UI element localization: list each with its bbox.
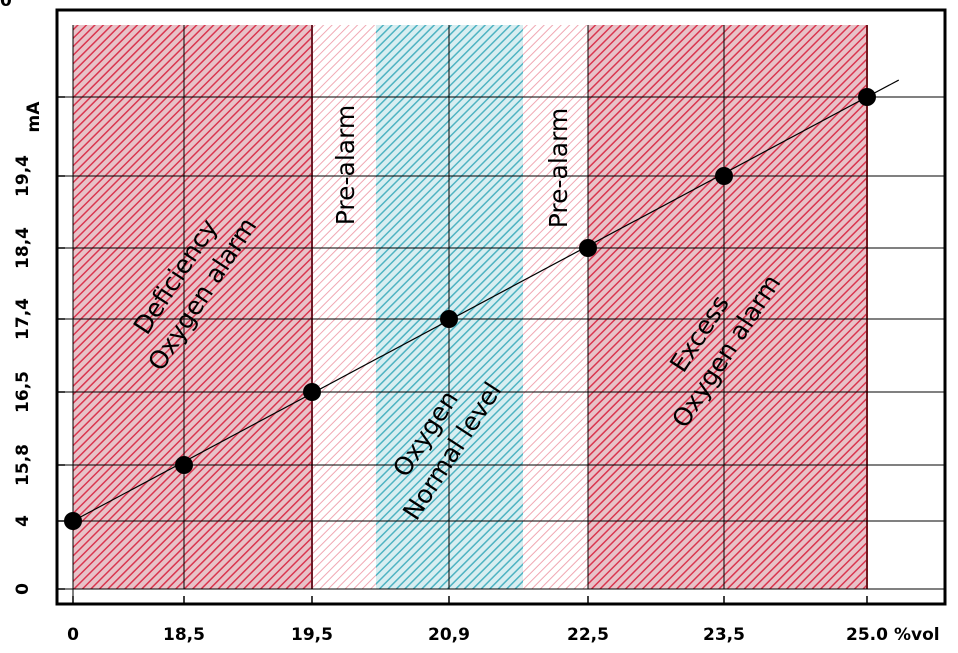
y-tick-labels: 0 4 15,8 16,5 17,4 18,4 19,4 20 (0, 0, 33, 595)
data-point (579, 239, 597, 257)
x-tick-label: 20,9 (428, 625, 470, 645)
y-unit-label: mA (24, 101, 44, 133)
x-tick-label: 19,5 (291, 625, 333, 645)
zone-pre-alarm-low (312, 25, 376, 589)
x-unit-label: %vol (894, 625, 940, 645)
y-tick-label: 4 (13, 515, 33, 527)
data-point (858, 88, 876, 106)
x-tick-label: 0 (67, 625, 79, 645)
y-tick-label: 16,5 (13, 371, 33, 413)
data-point (64, 512, 82, 530)
data-point (440, 310, 458, 328)
y-tick-label: 17,4 (13, 298, 33, 340)
y-tick-label: 0 (13, 583, 33, 595)
x-tick-label: 23,5 (703, 625, 745, 645)
series-line-group (64, 79, 900, 530)
y-tick-label: 19,4 (13, 155, 33, 197)
alarm-zones (73, 25, 868, 589)
x-tick-label: 25.0 (846, 625, 888, 645)
zone-deficiency-alarm (73, 25, 312, 589)
x-tick-labels: 0 18,5 19,5 20,9 22,5 23,5 25.0 (67, 625, 888, 645)
zone-label-pre-alarm-low: Pre-alarm (331, 105, 360, 226)
zone-pre-alarm-high (523, 25, 588, 589)
y-tick-label: 20 (0, 0, 12, 11)
data-point (175, 456, 193, 474)
x-tick-label: 22,5 (567, 625, 609, 645)
y-tick-label: 18,4 (13, 227, 33, 269)
zone-excess-alarm (588, 25, 867, 589)
series-line (72, 79, 900, 522)
data-point (715, 167, 733, 185)
x-tick-label: 18,5 (163, 625, 205, 645)
y-tick-label: 15,8 (13, 444, 33, 486)
zone-label-pre-alarm-high: Pre-alarm (544, 108, 573, 229)
data-point (303, 383, 321, 401)
axis-ticks (57, 96, 868, 604)
grid (57, 25, 945, 604)
